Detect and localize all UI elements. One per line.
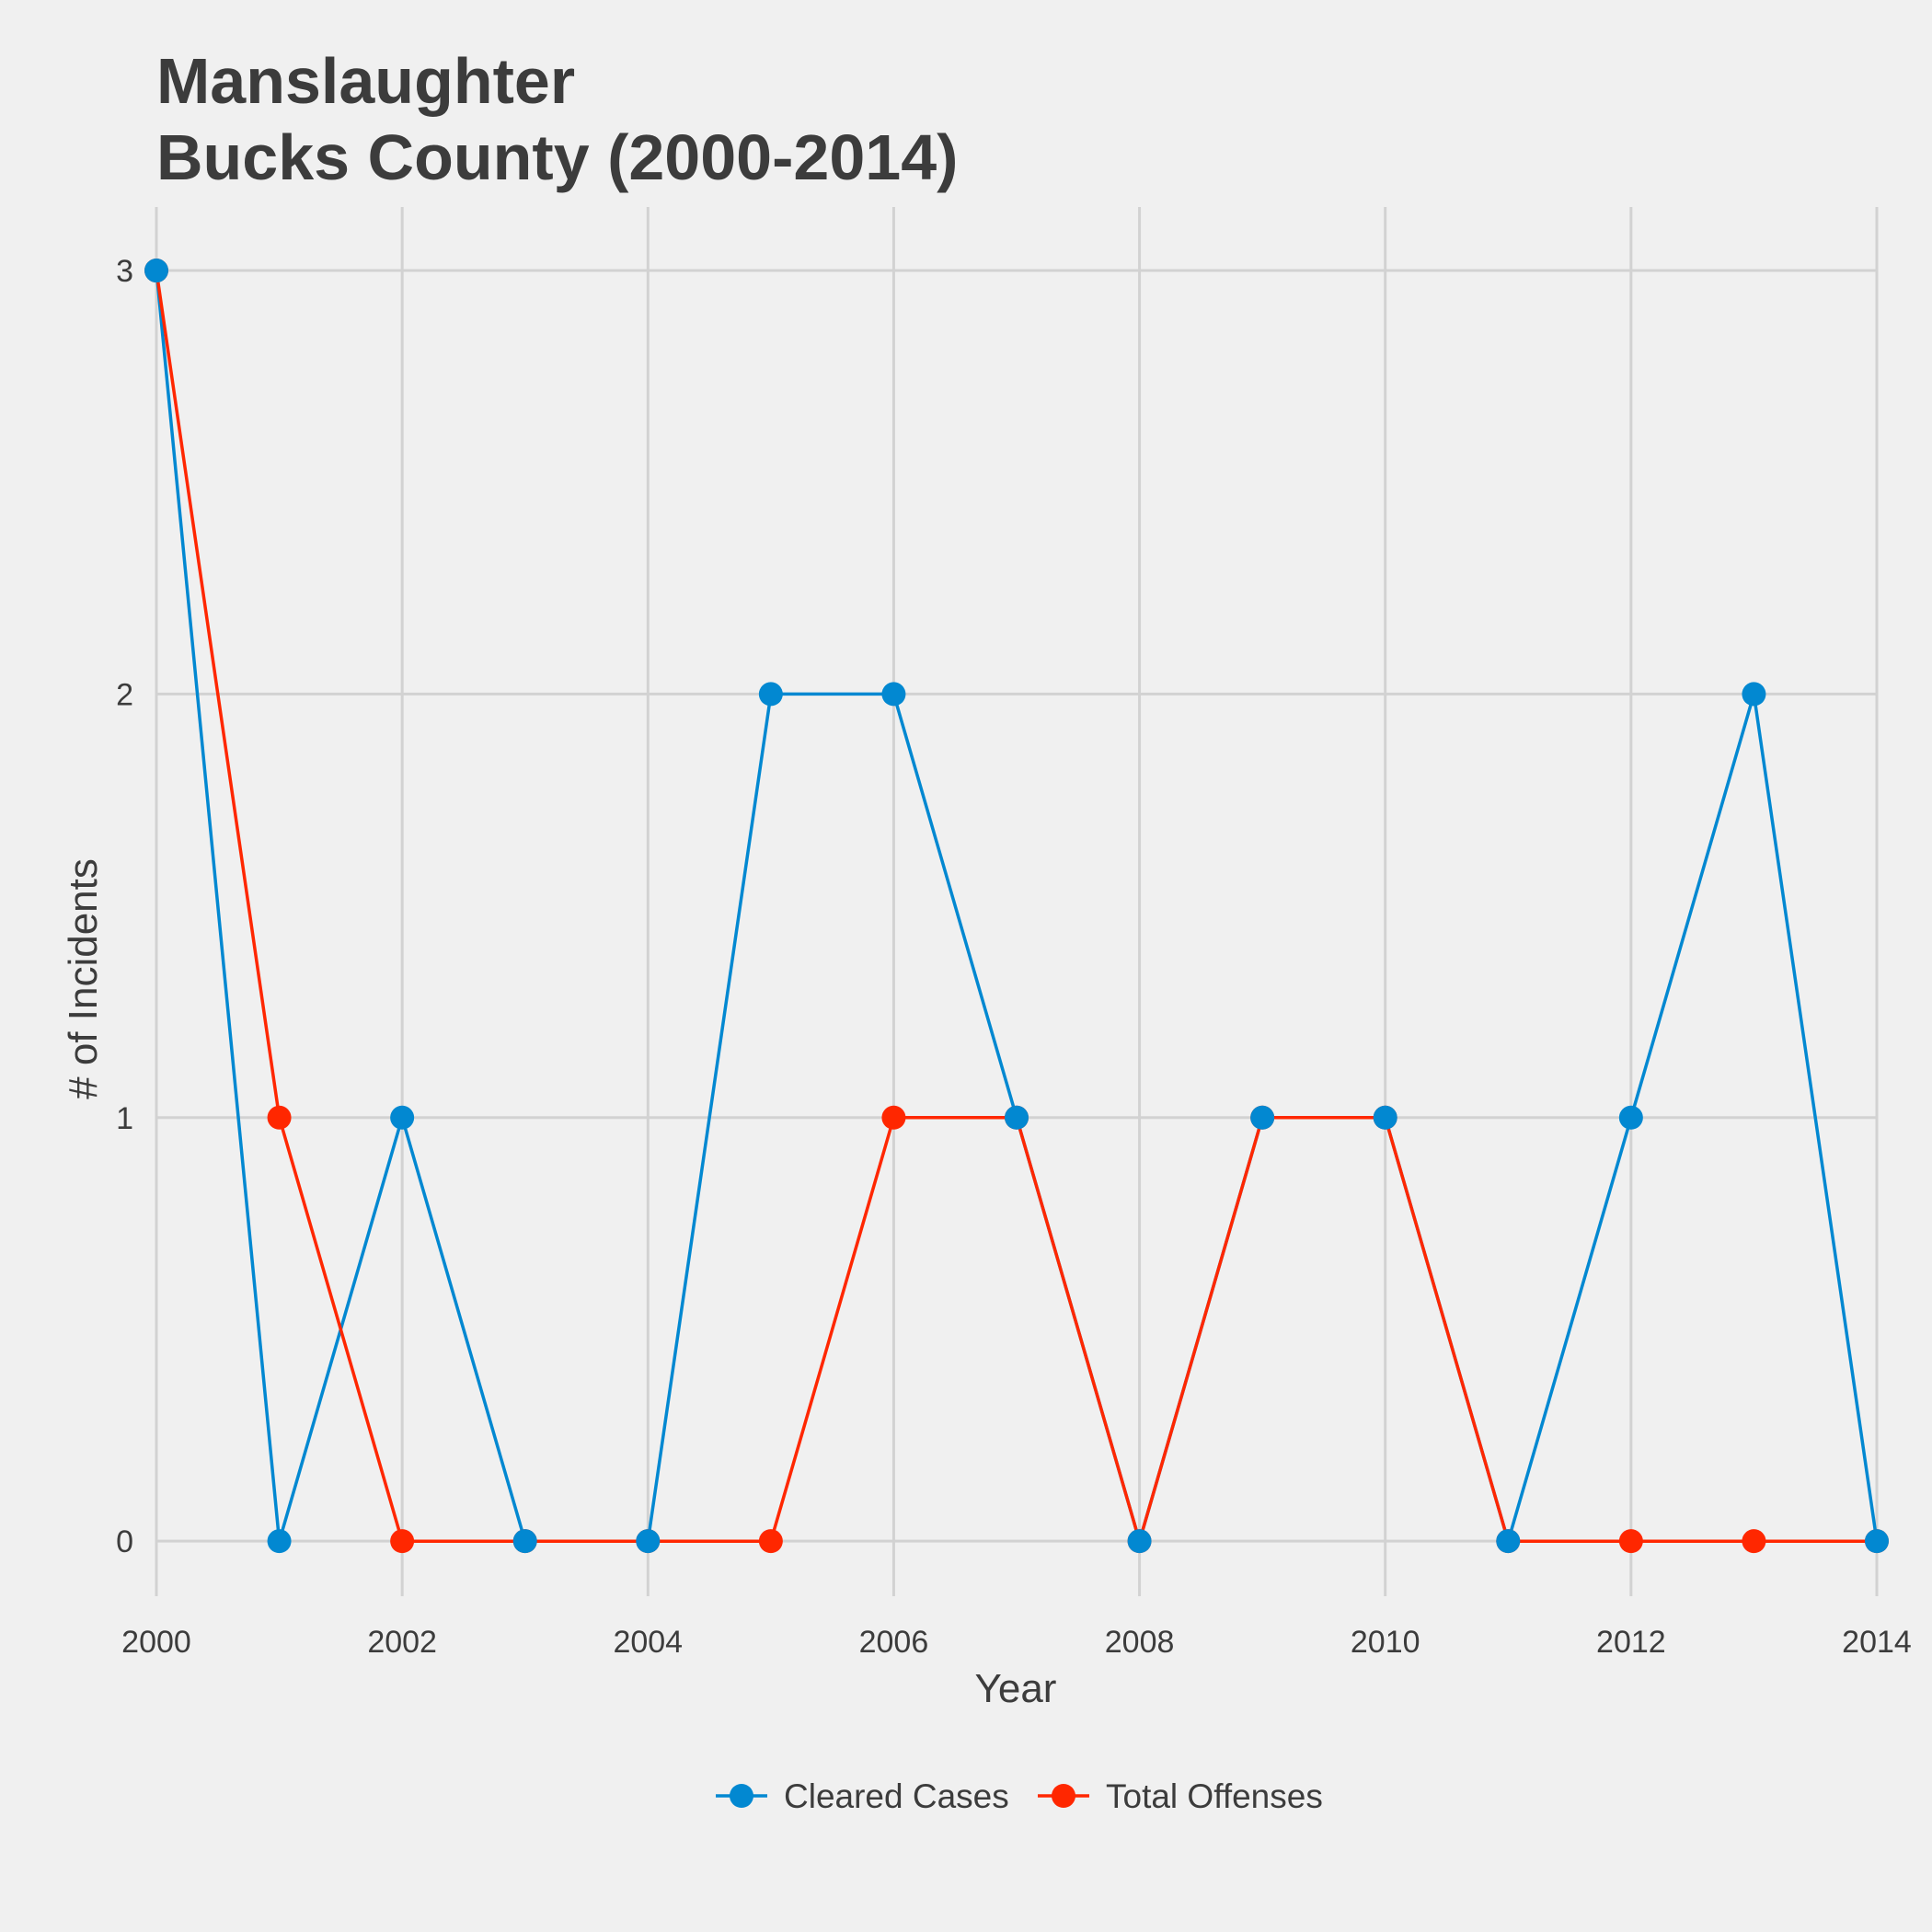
data-point-cleared-cases-2013: [1742, 682, 1766, 707]
y-axis-title: # of Incidents: [61, 858, 106, 1099]
data-point-cleared-cases-2007: [1005, 1105, 1029, 1130]
data-point-cleared-cases-2010: [1373, 1105, 1397, 1130]
data-point-total-offenses-2006: [881, 1105, 906, 1130]
legend-key-point-cleared-cases: [730, 1784, 753, 1808]
data-point-cleared-cases-2006: [881, 682, 906, 707]
data-point-cleared-cases-2012: [1618, 1105, 1643, 1130]
data-point-cleared-cases-2004: [636, 1529, 661, 1554]
grid: [155, 207, 1879, 1596]
y-tick-label-2: 2: [116, 677, 133, 712]
x-tick-label-2002: 2002: [367, 1625, 437, 1660]
data-point-cleared-cases-2003: [512, 1529, 537, 1554]
data-point-cleared-cases-2005: [758, 682, 783, 707]
legend-item-total-offenses: Total Offenses: [1038, 1777, 1323, 1815]
data-point-cleared-cases-2011: [1496, 1529, 1521, 1554]
y-tick-label-3: 3: [116, 254, 133, 289]
data-point-total-offenses-2001: [267, 1105, 292, 1130]
x-axis-title: Year: [975, 1666, 1057, 1711]
x-tick-label-2008: 2008: [1105, 1625, 1175, 1660]
x-tick-label-2006: 2006: [859, 1625, 929, 1660]
series-points: [144, 259, 1889, 1554]
legend-label-total-offenses: Total Offenses: [1106, 1777, 1323, 1815]
data-point-cleared-cases-2008: [1127, 1529, 1152, 1554]
data-point-total-offenses-2005: [758, 1529, 783, 1554]
x-tick-label-2000: 2000: [121, 1625, 191, 1660]
data-point-total-offenses-2002: [390, 1529, 415, 1554]
data-point-cleared-cases-2014: [1865, 1529, 1889, 1554]
data-point-cleared-cases-2001: [267, 1529, 292, 1554]
x-tick-label-2004: 2004: [613, 1625, 683, 1660]
data-point-total-offenses-2012: [1618, 1529, 1643, 1554]
data-point-cleared-cases-2000: [144, 259, 168, 283]
data-point-cleared-cases-2002: [390, 1105, 415, 1130]
series-line-total-offenses: [155, 269, 1879, 1543]
data-point-total-offenses-2013: [1742, 1529, 1766, 1554]
chart-title-line-1: Manslaughter: [156, 45, 575, 117]
y-tick-label-1: 1: [116, 1101, 133, 1136]
legend-item-cleared-cases: Cleared Cases: [716, 1777, 1009, 1815]
series-lines: [155, 269, 1879, 1543]
x-tick-label-2010: 2010: [1351, 1625, 1420, 1660]
x-tick-label-2012: 2012: [1596, 1625, 1666, 1660]
legend: Cleared Cases Total Offenses: [716, 1777, 1323, 1815]
legend-key-point-total-offenses: [1052, 1784, 1075, 1808]
x-tick-label-2014: 2014: [1842, 1625, 1912, 1660]
tick-labels: 2000 2002 2004 2006 2008 2010 2012 2014 0 1 2 3: [116, 254, 1912, 1660]
legend-label-cleared-cases: Cleared Cases: [784, 1777, 1009, 1815]
y-tick-label-0: 0: [116, 1524, 133, 1559]
data-point-cleared-cases-2009: [1250, 1105, 1275, 1130]
chart-title-line-2: Bucks County (2000-2014): [156, 121, 958, 193]
series-line-cleared-cases: [155, 269, 1879, 1543]
